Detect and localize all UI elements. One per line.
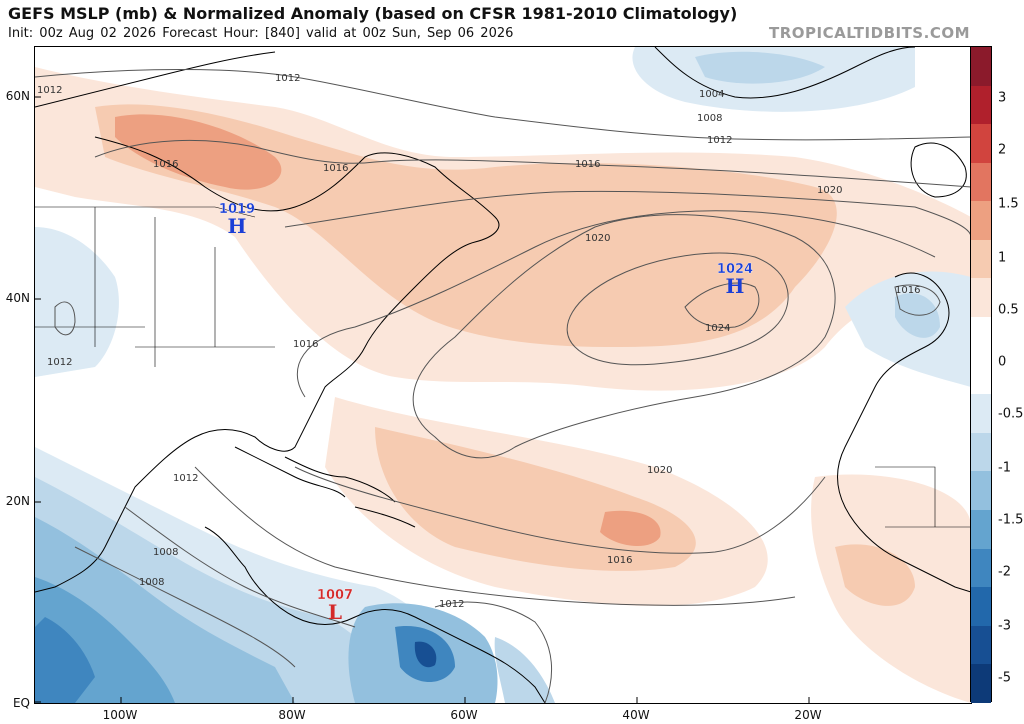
brand-watermark: TROPICALTIDBITS.COM: [769, 24, 970, 42]
isobar-label: 1012: [707, 135, 733, 146]
low-symbol: L: [327, 600, 343, 624]
isobar-label: 1016: [895, 285, 921, 296]
colorbar-swatch: [971, 317, 991, 356]
map-title: GEFS MSLP (mb) & Normalized Anomaly (bas…: [8, 4, 738, 23]
lat-label: 40N: [5, 291, 30, 305]
isobar-label: 1016: [153, 159, 179, 170]
colorbar-label: -2: [998, 564, 1011, 580]
colorbar-swatch: [971, 664, 991, 703]
colorbar-swatch: [971, 587, 991, 626]
colorbar-label: 1: [998, 250, 1007, 266]
lon-label: 80W: [278, 708, 306, 722]
isobar-label: 1012: [173, 473, 199, 484]
lon-label: 20W: [794, 708, 822, 722]
colorbar-label: -1: [998, 460, 1011, 476]
lon-label: 100W: [102, 708, 138, 722]
colorbar-label: 3: [998, 90, 1007, 106]
lon-label: 60W: [450, 708, 478, 722]
colorbar-swatch: [971, 394, 991, 433]
lon-label: 40W: [622, 708, 650, 722]
political-borders: [35, 206, 971, 528]
high-pressure-center: 1019 H: [219, 203, 255, 236]
colorbar-label: 2: [998, 142, 1007, 158]
colorbar-label: -1.5: [998, 512, 1024, 528]
colorbar-swatch: [971, 548, 991, 588]
colorbar-label: 0: [998, 354, 1007, 370]
isobar-label: 1024: [705, 323, 731, 334]
high-symbol: H: [227, 214, 247, 238]
map-panel: 1012 1012 1004 1008 1012 1016 1016 1016 …: [34, 46, 972, 704]
colorbar-label: -0.5: [998, 406, 1024, 422]
lat-label: 20N: [5, 494, 30, 508]
colorbar-label: -5: [998, 670, 1011, 686]
isobar-label: 1016: [575, 159, 601, 170]
colorbar-swatch: [971, 278, 991, 318]
isobar-label: 1016: [323, 163, 349, 174]
colorbar-label: 0.5: [998, 302, 1019, 318]
isobar-label: 1020: [585, 233, 611, 244]
isobar-label: 1020: [817, 185, 843, 196]
map-subtitle: Init: 00z Aug 02 2026 Forecast Hour: [84…: [8, 26, 514, 41]
graticule: [35, 96, 810, 703]
isobars: [35, 69, 971, 703]
isobar-label: 1012: [37, 85, 63, 96]
anomaly-colorbar: [970, 46, 992, 703]
colorbar-swatch: [971, 471, 991, 510]
colorbar-swatch: [971, 239, 991, 279]
colorbar-swatch: [971, 201, 991, 240]
map-canvas: [35, 47, 971, 703]
colorbar-swatch: [971, 509, 991, 549]
colorbar-swatch: [971, 124, 991, 163]
pressure-value: 1019: [218, 202, 256, 217]
low-pressure-center: 1007 L: [317, 589, 353, 622]
colorbar-swatch: [971, 625, 991, 665]
isobar-label: 1016: [607, 555, 633, 566]
colorbar-swatch: [971, 47, 991, 86]
isobar-label: 1012: [47, 357, 73, 368]
isobar-label: 1008: [697, 113, 723, 124]
isobar-label: 1008: [153, 547, 179, 558]
colorbar-swatch: [971, 85, 991, 125]
high-pressure-center: 1024 H: [717, 263, 753, 296]
colorbar-swatch: [971, 162, 991, 202]
isobar-label: 1012: [439, 599, 465, 610]
pressure-value: 1007: [316, 588, 354, 603]
pressure-value: 1024: [716, 262, 754, 277]
colorbar-swatch: [971, 432, 991, 472]
coastlines: [35, 47, 971, 703]
lat-label: 60N: [5, 89, 30, 103]
isobar-label: 1020: [647, 465, 673, 476]
isobar-label: 1012: [275, 73, 301, 84]
isobar-label: 1004: [699, 89, 725, 100]
lat-label: EQ: [12, 696, 30, 710]
isobar-label: 1016: [293, 339, 319, 350]
colorbar-label: 1.5: [998, 196, 1019, 212]
anomaly-shading: [35, 47, 971, 703]
colorbar-label: -3: [998, 618, 1011, 634]
colorbar-swatch: [971, 355, 991, 395]
high-symbol: H: [725, 274, 745, 298]
isobar-label: 1008: [139, 577, 165, 588]
